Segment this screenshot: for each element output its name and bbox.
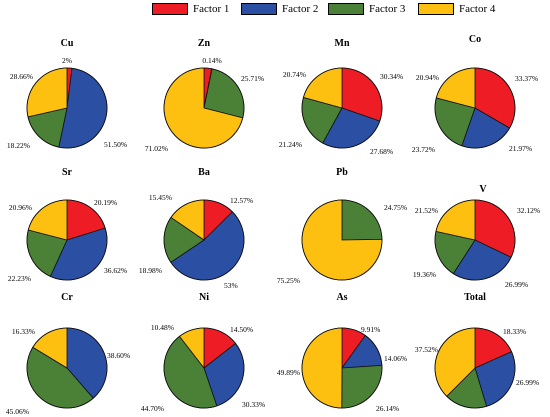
legend-swatch-factor-2 [241, 3, 277, 15]
pie-title: V [479, 184, 487, 195]
pie-data-label: 38.60% [107, 351, 130, 360]
pie-title: Ba [198, 167, 210, 178]
pie-data-label: 33.37% [515, 74, 538, 83]
pie-cu: Cu 2% 51.50% 18.22% 28.66% [7, 38, 127, 150]
pie-slice-pb-factor-3 [341, 199, 383, 241]
pie-data-label: 37.52% [415, 345, 438, 354]
pie-title: Co [469, 34, 481, 45]
pie-data-label: 18.98% [139, 266, 162, 275]
pie-data-label: 26.99% [505, 280, 528, 289]
pie-mn: Mn 30.34% 27.68% 21.24% 20.74% [279, 38, 403, 156]
pie-data-label: 44.70% [141, 404, 164, 413]
pie-outline [434, 327, 516, 409]
pie-data-label: 26.99% [516, 378, 539, 387]
legend-label-factor-4: Factor 4 [459, 3, 496, 15]
legend-swatch-factor-3 [328, 3, 364, 15]
pie-outline [301, 199, 383, 281]
pie-data-label: 36.62% [104, 266, 127, 275]
pie-data-label: 2% [62, 56, 72, 65]
pie-title: Zn [198, 38, 211, 49]
pie-title: Mn [335, 38, 350, 49]
pie-total: Total 18.33% 26.99% 17.17% 37.52% [415, 292, 539, 417]
pie-ba: Ba 12.57% 53% 18.98% 15.45% [139, 167, 253, 290]
pie-title: Pb [336, 167, 348, 178]
pie-title: Cr [61, 292, 73, 303]
pie-outline [163, 327, 245, 409]
pie-data-label: 23.72% [412, 145, 435, 154]
pie-data-label: 45.06% [6, 407, 29, 416]
pie-data-label: 51.50% [104, 140, 127, 149]
pie-outline [301, 67, 383, 149]
pie-data-label: 53% [224, 281, 238, 290]
legend: Factor 1 Factor 2 Factor 3 Factor 4 [0, 0, 550, 22]
pie-data-label: 20.74% [283, 70, 306, 79]
legend-label-factor-3: Factor 3 [369, 3, 406, 15]
legend-swatch-factor-1 [152, 3, 188, 15]
pie-data-label: 24.75% [384, 203, 407, 212]
pie-data-label: 21.52% [415, 206, 438, 215]
pie-data-label: 10.48% [151, 323, 174, 332]
pie-slice-as-factor-3 [341, 364, 383, 409]
pie-data-label: 16.33% [12, 327, 35, 336]
pie-data-label: 25.71% [241, 74, 264, 83]
pie-outline [26, 199, 108, 281]
pie-data-label: 27.68% [370, 147, 393, 156]
legend-label-factor-2: Factor 2 [282, 3, 319, 15]
pie-slice-as-factor-4 [301, 327, 343, 409]
pie-title: Ni [199, 292, 209, 303]
pie-outline [434, 199, 516, 281]
pie-title: Sr [62, 167, 73, 178]
pie-data-label: 9.91% [361, 325, 380, 334]
pie-as: As 9.91% 14.06% 26.14% 49.89% [277, 292, 407, 413]
pie-v: V 32.12% 26.99% 19.36% 21.52% [413, 184, 540, 289]
pie-data-label: 22.23% [8, 274, 31, 283]
pie-title: Total [464, 292, 486, 303]
pie-title: Cu [61, 38, 74, 49]
pie-co: Co 33.37% 21.97% 23.72% 20.94% [412, 34, 538, 154]
pie-outline [301, 327, 383, 409]
pie-data-label: 0.14% [202, 56, 221, 65]
pie-data-label: 49.89% [277, 368, 300, 377]
pie-data-label: 75.25% [277, 276, 300, 285]
pie-outline [26, 67, 108, 149]
legend-label-factor-1: Factor 1 [193, 3, 230, 15]
pie-data-label: 71.02% [145, 144, 168, 153]
pie-ni: Ni 14.50% 30.33% 44.70% 10.48% [141, 292, 265, 413]
pie-data-label: 32.12% [517, 206, 540, 215]
pie-data-label: 19.36% [413, 270, 436, 279]
legend-swatch-factor-4 [418, 3, 454, 15]
pie-slice-cu-factor-4 [26, 67, 68, 118]
pie-title: As [336, 292, 347, 303]
pie-data-label: 20.94% [416, 73, 439, 82]
pie-data-label: 26.14% [376, 404, 399, 413]
pie-data-label: 21.24% [279, 140, 302, 149]
pie-data-label: 17.17% [463, 415, 486, 417]
pie-pb: Pb 24.75% 75.25% [277, 167, 407, 285]
pie-outline [163, 67, 245, 149]
pie-data-label: 14.50% [230, 325, 253, 334]
pie-outline [26, 327, 108, 409]
pie-sr: Sr 20.19% 36.62% 22.23% 20.96% [8, 167, 127, 283]
pie-zn: Zn 0.14% 25.71% 71.02% [145, 38, 264, 153]
pie-data-label: 12.57% [230, 196, 253, 205]
pie-data-label: 18.33% [503, 327, 526, 336]
pie-data-label: 30.33% [242, 400, 265, 409]
pie-data-label: 20.96% [9, 203, 32, 212]
pie-data-label: 14.06% [384, 354, 407, 363]
pie-data-label: 21.97% [509, 144, 532, 153]
pie-cr: Cr 38.60% 45.06% 16.33% [6, 292, 130, 416]
pie-data-label: 20.19% [94, 198, 117, 207]
pie-data-label: 28.66% [10, 72, 33, 81]
pie-data-label: 18.22% [7, 141, 30, 150]
pie-data-label: 30.34% [380, 72, 403, 81]
pie-outline [434, 67, 516, 149]
pie-outline [163, 199, 245, 281]
pie-data-label: 15.45% [149, 193, 172, 202]
